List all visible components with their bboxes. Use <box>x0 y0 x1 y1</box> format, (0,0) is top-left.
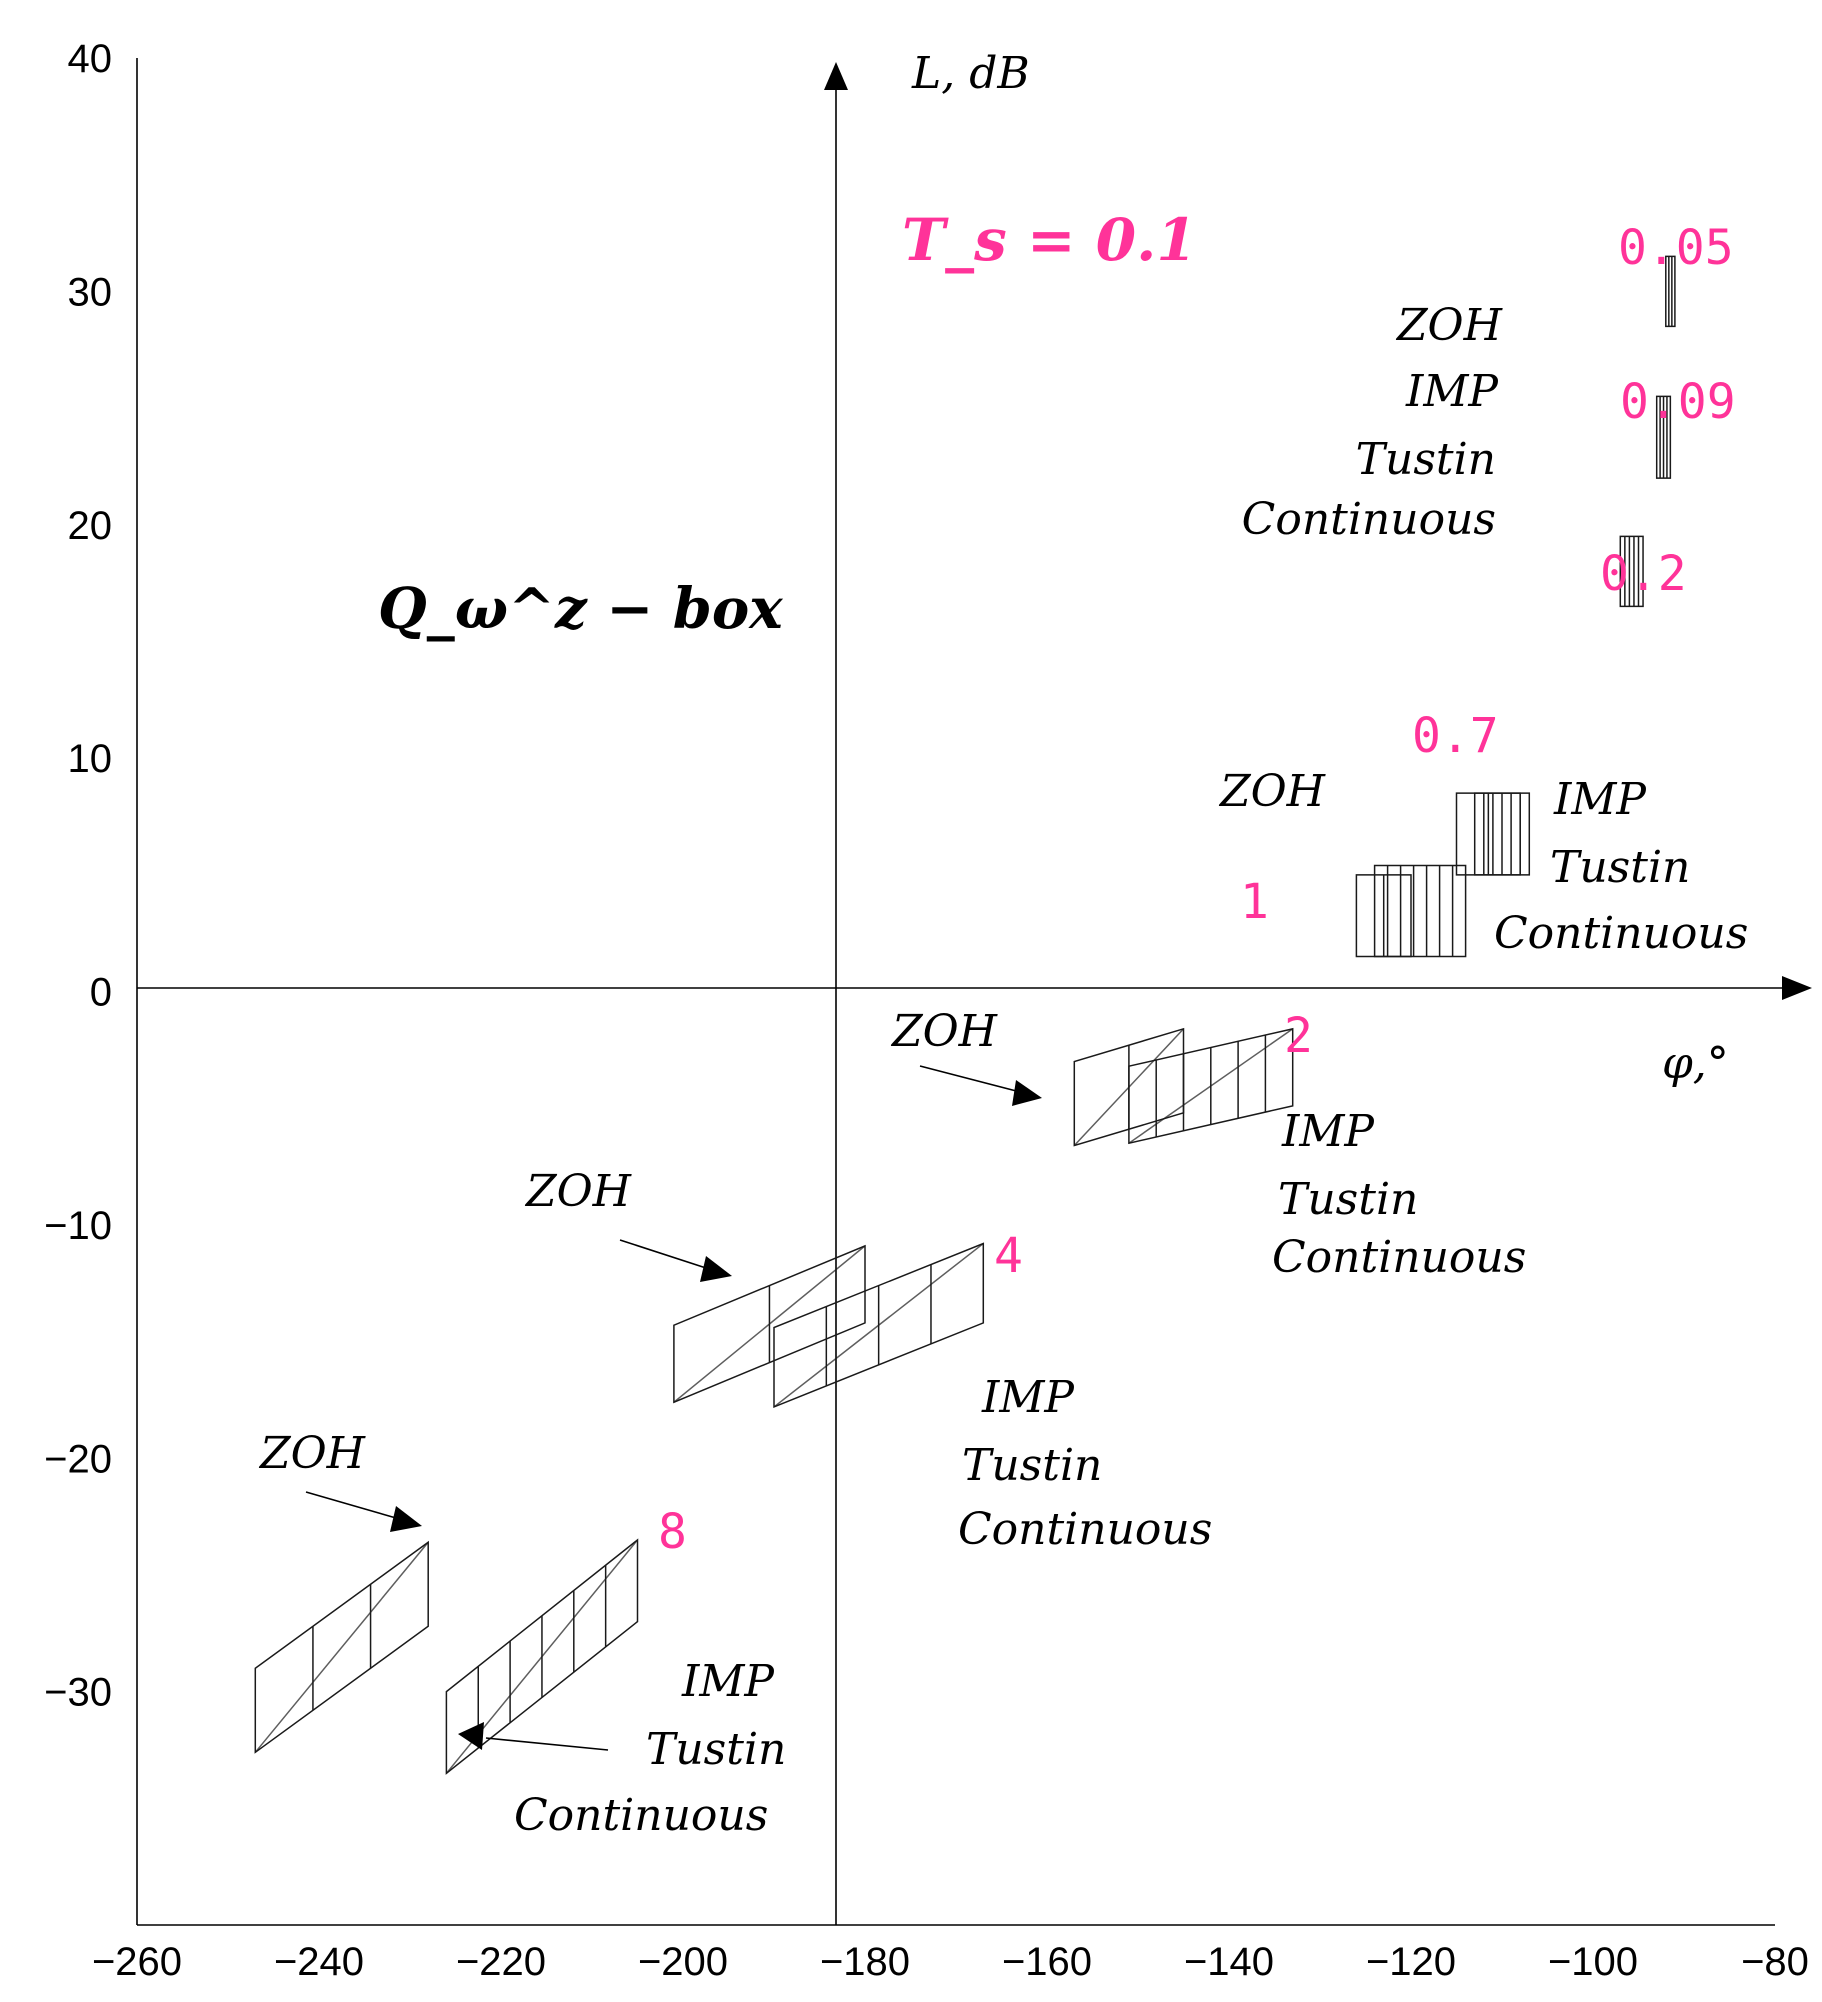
method-label: ZOH <box>1395 300 1504 351</box>
box-1-ZOH <box>1355 874 1412 958</box>
arrow-zoh-8 <box>305 1491 397 1519</box>
method-label: ZOH <box>1218 766 1327 817</box>
method-label: Continuous <box>1494 908 1748 959</box>
method-label: Tustin <box>1278 1174 1418 1225</box>
arrow-zoh-2 <box>919 1065 1021 1093</box>
y-axis-arrow-icon <box>824 62 848 90</box>
method-labels-f2: ZOH IMP Tustin Continuous <box>890 1006 1526 1283</box>
arrow-head-icon <box>458 1722 484 1750</box>
freq-label-0.2: 0.2 <box>1600 546 1687 602</box>
box-0.7 <box>1473 792 1531 876</box>
x-tick-labels: −260 −240 −220 −200 −180 −160 −140 −120 −100 −80 <box>92 1940 1809 1984</box>
x-tick-label: −240 <box>274 1940 364 1984</box>
x-axis-arrow-icon <box>1782 976 1812 1000</box>
method-label: Tustin <box>962 1440 1102 1491</box>
x-tick-label: −160 <box>1002 1940 1092 1984</box>
axes <box>136 58 1812 1926</box>
arrow-head-icon <box>700 1256 732 1282</box>
x-tick-label: −80 <box>1741 1940 1809 1984</box>
y-tick-label: −30 <box>44 1671 112 1715</box>
freq-label-4: 4 <box>994 1228 1023 1284</box>
box-diagonal <box>254 1541 429 1753</box>
method-label: IMP <box>1553 774 1647 825</box>
y-tick-label: −10 <box>44 1204 112 1248</box>
method-labels-f8: ZOH IMP Tustin Continuous <box>258 1428 786 1841</box>
box-4-ZOH <box>673 1244 866 1404</box>
box-diagonal <box>1128 1028 1294 1144</box>
arrow-imp-8 <box>485 1737 609 1751</box>
method-labels-f07: ZOH IMP Tustin Continuous <box>1218 766 1748 959</box>
y-tick-label: 10 <box>68 737 113 781</box>
sampling-time-label: T_s = 0.1 <box>902 206 1197 274</box>
method-label: IMP <box>681 1656 775 1707</box>
arrow-head-icon <box>390 1506 422 1532</box>
box-name-label: Q_ω^z − box <box>378 576 783 642</box>
method-labels-top: ZOH IMP Tustin Continuous <box>1242 300 1504 545</box>
method-label: Continuous <box>514 1790 768 1841</box>
uncertainty-boxes <box>254 255 1676 1775</box>
method-label: Tustin <box>1356 434 1496 485</box>
method-label: IMP <box>1405 366 1499 417</box>
arrow-zoh-4 <box>619 1239 707 1269</box>
box-1 <box>1373 864 1467 958</box>
box-diagonal <box>673 1245 866 1403</box>
method-label: ZOH <box>258 1428 367 1479</box>
box-0.2 <box>1619 535 1644 608</box>
method-label: Tustin <box>646 1724 786 1775</box>
freq-label-0.7: 0.7 <box>1412 708 1499 764</box>
x-tick-label: −260 <box>92 1940 182 1984</box>
box-2 <box>1128 1027 1294 1145</box>
x-tick-label: −100 <box>1548 1940 1638 1984</box>
box-diagonal <box>773 1242 984 1408</box>
method-label: ZOH <box>890 1006 999 1057</box>
method-label: Continuous <box>1272 1232 1526 1283</box>
freq-label-1: 1 <box>1240 874 1269 930</box>
method-label: IMP <box>1281 1106 1375 1157</box>
freq-label-2: 2 <box>1284 1008 1313 1064</box>
y-tick-label: 30 <box>68 270 113 314</box>
freq-label-0.05: 0.05 <box>1618 220 1734 276</box>
y-tick-label: 20 <box>68 504 113 548</box>
pointer-arrows <box>305 1065 1042 1751</box>
x-axis-title: φ,° <box>1662 1038 1729 1089</box>
box-outline <box>1619 535 1644 608</box>
method-label: Continuous <box>1242 494 1496 545</box>
method-labels-f4: ZOH IMP Tustin Continuous <box>524 1166 1212 1555</box>
y-tick-label: 40 <box>68 37 113 81</box>
box-0.09 <box>1655 395 1672 479</box>
x-tick-label: −120 <box>1366 1940 1456 1984</box>
x-tick-label: −180 <box>820 1940 910 1984</box>
method-label: Continuous <box>958 1504 1212 1555</box>
y-tick-label: −20 <box>44 1437 112 1481</box>
arrow-head-icon <box>1012 1080 1042 1106</box>
method-label: ZOH <box>524 1166 633 1217</box>
box-outline <box>1655 395 1672 479</box>
x-tick-label: −220 <box>456 1940 546 1984</box>
x-tick-label: −140 <box>1184 1940 1274 1984</box>
method-label: IMP <box>981 1372 1075 1423</box>
y-axis-title: L, dB <box>911 48 1030 99</box>
box-8-ZOH <box>254 1540 429 1754</box>
x-tick-label: −200 <box>638 1940 728 1984</box>
method-label: Tustin <box>1550 842 1690 893</box>
y-tick-labels: 40 30 20 10 0 −10 −20 −30 <box>44 37 112 1715</box>
box-outline <box>1373 864 1467 958</box>
box-0.05 <box>1665 255 1676 328</box>
freq-label-0.09: 0.09 <box>1620 374 1736 430</box>
box-4 <box>773 1242 985 1409</box>
freq-label-8: 8 <box>658 1504 687 1560</box>
y-tick-label: 0 <box>90 971 112 1015</box>
